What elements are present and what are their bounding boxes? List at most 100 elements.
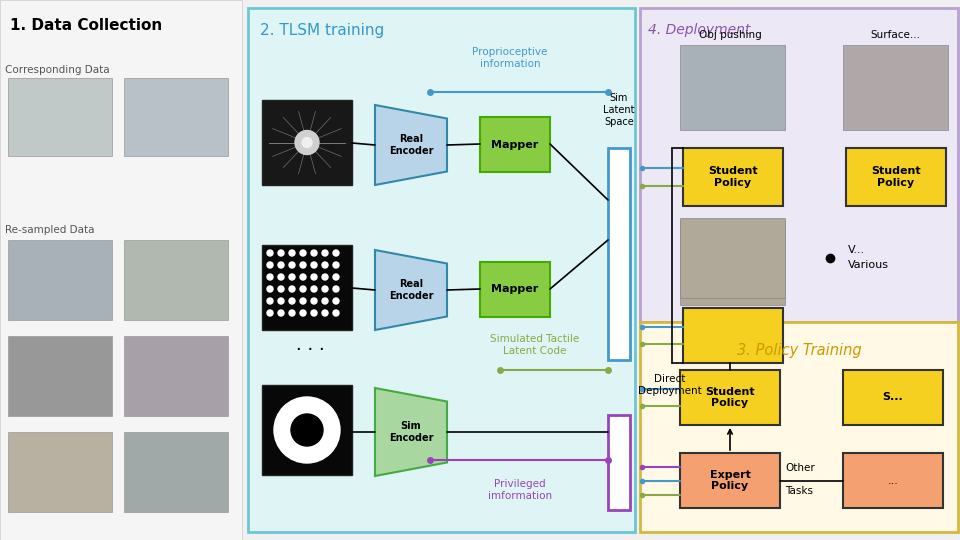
Circle shape [267, 274, 273, 280]
Circle shape [300, 274, 306, 280]
Text: 3. Policy Training: 3. Policy Training [736, 342, 861, 357]
Circle shape [311, 298, 317, 304]
Circle shape [278, 250, 284, 256]
Bar [683, 308, 783, 363]
Bar [8, 240, 112, 320]
Circle shape [278, 310, 284, 316]
Circle shape [311, 250, 317, 256]
Bar [680, 218, 785, 298]
Circle shape [322, 286, 328, 292]
Polygon shape [375, 105, 447, 185]
Circle shape [300, 298, 306, 304]
Bar [846, 148, 946, 206]
Text: Corresponding Data: Corresponding Data [5, 65, 109, 75]
Text: Proprioceptive
information: Proprioceptive information [472, 47, 548, 69]
Text: Real
Encoder: Real Encoder [389, 279, 433, 301]
Circle shape [289, 286, 295, 292]
Text: Real
Encoder: Real Encoder [389, 134, 433, 156]
Circle shape [333, 262, 339, 268]
Text: 1. Data Collection: 1. Data Collection [10, 18, 162, 33]
Bar [680, 370, 780, 425]
Circle shape [289, 274, 295, 280]
Circle shape [300, 310, 306, 316]
Bar [262, 385, 352, 475]
Text: Student
Policy: Student Policy [871, 166, 921, 188]
Circle shape [333, 286, 339, 292]
Bar [8, 432, 112, 512]
Text: Student
Policy: Student Policy [708, 166, 757, 188]
Bar [8, 336, 112, 416]
Text: Direct
Deployment: Direct Deployment [638, 374, 702, 396]
Circle shape [289, 262, 295, 268]
Circle shape [274, 397, 340, 463]
Circle shape [267, 298, 273, 304]
Text: 2. TLSM training: 2. TLSM training [260, 23, 384, 37]
Circle shape [333, 274, 339, 280]
Circle shape [311, 262, 317, 268]
Text: Surface...: Surface... [870, 30, 920, 40]
Text: Obj pushing: Obj pushing [699, 30, 761, 40]
Circle shape [311, 310, 317, 316]
Text: Tasks: Tasks [785, 486, 813, 496]
Circle shape [278, 274, 284, 280]
Bar [843, 453, 943, 508]
Bar [680, 453, 780, 508]
Bar [680, 45, 785, 130]
Circle shape [289, 298, 295, 304]
Circle shape [322, 310, 328, 316]
Text: 4. Deployment: 4. Deployment [648, 23, 751, 37]
Circle shape [267, 262, 273, 268]
Circle shape [267, 286, 273, 292]
Circle shape [333, 250, 339, 256]
Circle shape [300, 250, 306, 256]
Bar [683, 148, 783, 206]
Circle shape [267, 250, 273, 256]
Bar [640, 8, 958, 322]
Text: V...: V... [848, 245, 865, 255]
Bar [262, 100, 352, 185]
Bar [680, 220, 785, 305]
Circle shape [322, 250, 328, 256]
Bar [480, 262, 550, 317]
Circle shape [300, 286, 306, 292]
Text: Sim
Encoder: Sim Encoder [389, 421, 433, 443]
Bar [124, 432, 228, 512]
Circle shape [289, 250, 295, 256]
Bar [480, 117, 550, 172]
Bar [608, 148, 630, 360]
Text: Mapper: Mapper [492, 285, 539, 294]
Circle shape [333, 298, 339, 304]
Text: Mapper: Mapper [492, 139, 539, 150]
Text: Other: Other [785, 463, 815, 473]
Bar [843, 45, 948, 130]
Circle shape [322, 274, 328, 280]
Text: Simulated Tactile
Latent Code: Simulated Tactile Latent Code [491, 334, 580, 356]
Polygon shape [375, 388, 447, 476]
Bar [262, 245, 352, 330]
Text: Sim
Latent
Space: Sim Latent Space [603, 93, 635, 126]
Circle shape [311, 286, 317, 292]
Polygon shape [375, 250, 447, 330]
Circle shape [311, 274, 317, 280]
Bar [608, 415, 630, 510]
Bar [124, 336, 228, 416]
Bar [124, 240, 228, 320]
Text: Re-sampled Data: Re-sampled Data [5, 225, 94, 235]
Text: Student
Policy: Student Policy [706, 387, 755, 408]
Circle shape [267, 310, 273, 316]
Circle shape [291, 414, 323, 446]
Bar [8, 78, 112, 156]
Text: S...: S... [882, 393, 903, 402]
Bar [0, 0, 242, 540]
Circle shape [300, 262, 306, 268]
Bar [640, 322, 958, 532]
Circle shape [322, 262, 328, 268]
Circle shape [333, 310, 339, 316]
Bar [843, 370, 943, 425]
Bar [124, 78, 228, 156]
Circle shape [278, 286, 284, 292]
Bar [248, 8, 635, 532]
Circle shape [322, 298, 328, 304]
Circle shape [302, 138, 312, 147]
Circle shape [278, 262, 284, 268]
